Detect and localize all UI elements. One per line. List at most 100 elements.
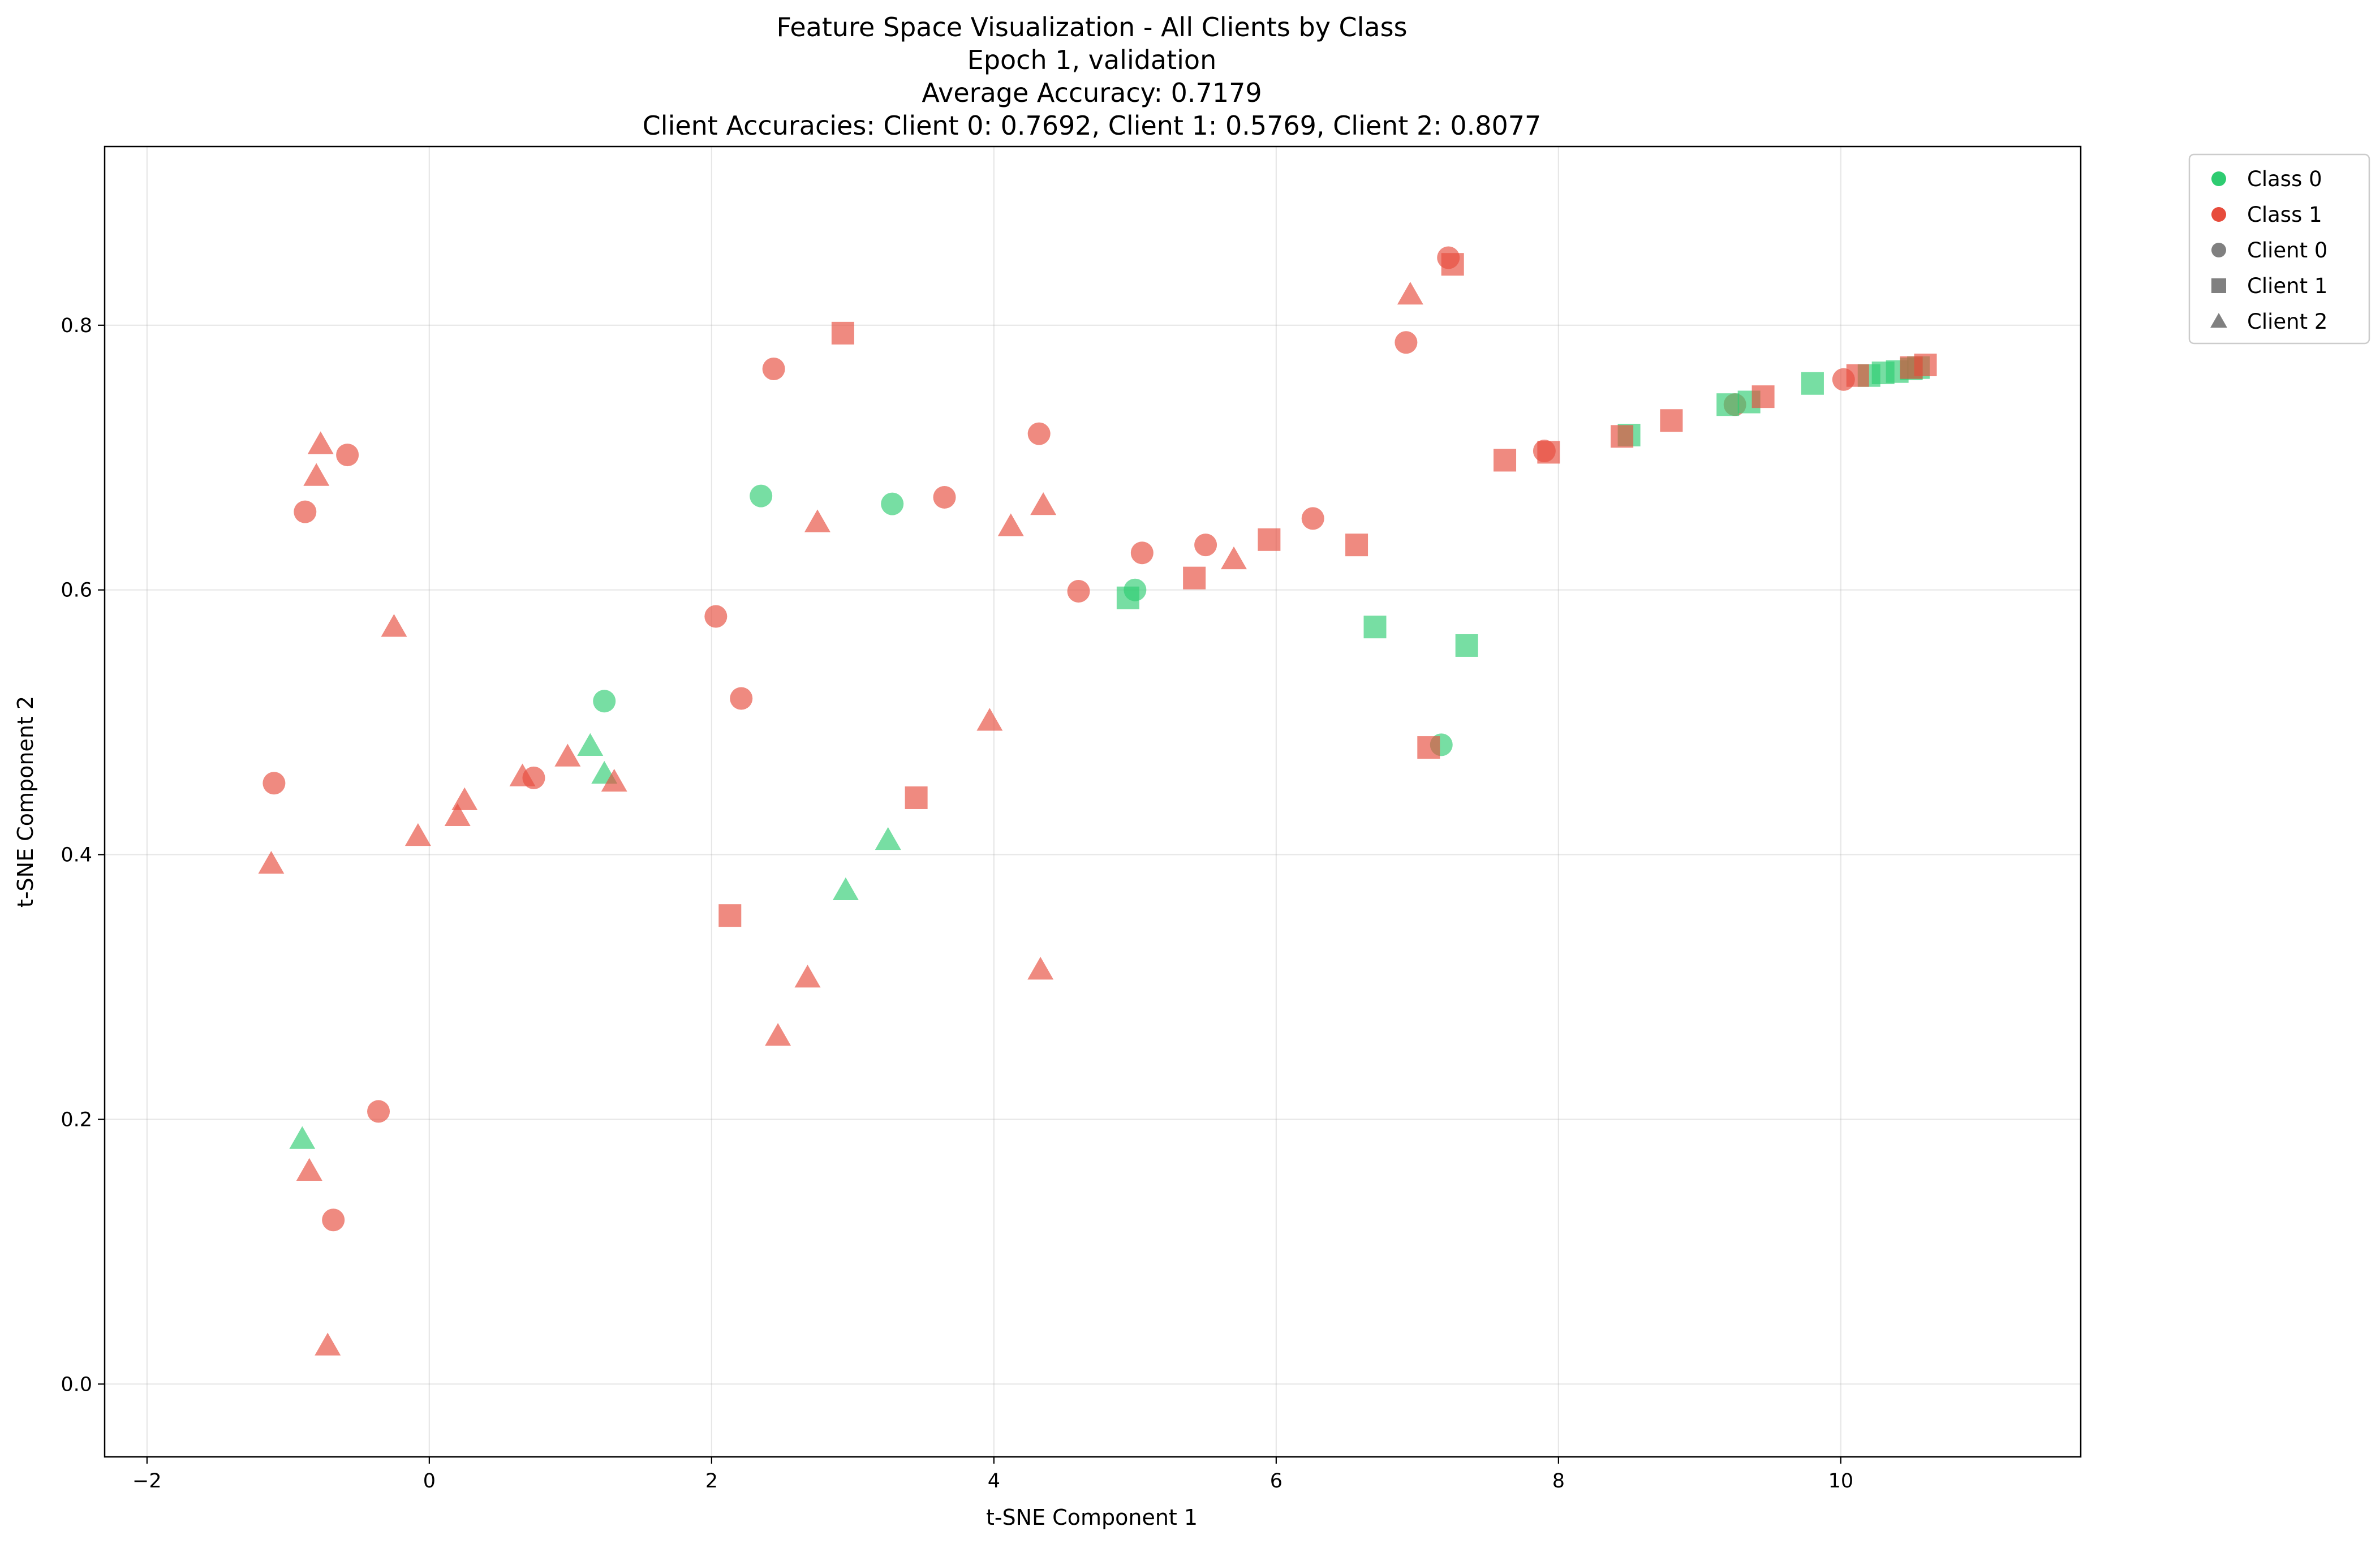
data-point-client2-class1 [303,463,330,486]
data-point-client2-class0 [832,877,859,900]
x-tick-label: 2 [705,1470,718,1493]
data-point-client0-class0 [750,484,773,508]
x-axis-label: t-SNE Component 1 [986,1505,1198,1530]
data-point-client2-class1 [601,768,627,792]
legend-label: Class 0 [2247,167,2322,191]
data-point-client2-class1 [1221,546,1247,570]
data-point-client2-class1 [444,803,471,826]
data-point-client2-class0 [289,1126,316,1149]
data-point-client0-class1 [336,444,359,467]
data-point-client2-class0 [875,827,901,850]
legend-item: Client 1 [2211,274,2327,298]
y-axis-ticks: 0.0 0.2 0.4 0.6 0.8 [61,315,105,1396]
legend-label: Client 2 [2247,309,2327,334]
data-point-client0-class1 [1067,580,1090,603]
data-point-client2-class1 [451,787,478,810]
plot-frame [104,145,2082,1458]
x-tick-label: 10 [1828,1470,1854,1493]
data-point-client1-class1 [1183,566,1206,590]
legend-frame [2188,153,2370,345]
data-point-client2-class1 [794,965,821,988]
data-point-client1-class1 [1417,736,1440,759]
data-point-client1-class0 [1455,634,1478,657]
legend-marker [2210,313,2227,328]
data-point-client2-class1 [554,743,581,767]
data-point-client2-class1 [307,431,334,454]
legend-marker [2211,207,2226,222]
y-tick-label: 0.2 [61,1108,92,1131]
data-point-client0-class1 [730,687,753,710]
data-point-client2-class1 [997,513,1024,536]
data-point-client0-class1 [367,1100,390,1123]
legend-item: Client 2 [2210,309,2327,334]
data-point-client1-class1 [1258,528,1281,551]
data-point-client1-class0 [1716,393,1740,416]
title-line-2: Epoch 1, validation [967,45,1216,75]
x-tick-label: 8 [1552,1470,1565,1493]
data-point-client0-class1 [322,1208,345,1232]
data-point-client1-class1 [831,321,854,345]
data-point-client1-class0 [1363,616,1387,639]
x-tick-label: 6 [1270,1470,1282,1493]
data-point-client1-class1 [1537,441,1560,464]
data-points [258,246,1937,1356]
legend-marker [2211,243,2226,257]
data-point-client1-class1 [718,904,742,927]
data-point-client2-class1 [404,823,431,846]
data-point-client1-class1 [1751,385,1775,408]
data-point-client1-class0 [1116,586,1139,609]
title-line-4: Client Accuracies: Client 0: 0.7692, Cli… [643,110,1542,141]
x-tick-label: 0 [423,1470,436,1493]
y-axis-label: t-SNE Component 2 [13,696,38,908]
data-point-client1-class0 [1801,372,1824,395]
data-point-client0-class1 [762,358,785,381]
legend-item: Client 0 [2211,238,2327,263]
data-point-client0-class1 [1027,422,1051,445]
data-point-client2-class1 [804,509,830,532]
data-point-client1-class1 [1441,253,1464,276]
data-point-client2-class1 [1397,282,1423,305]
data-point-client1-class1 [1611,425,1634,448]
data-point-client2-class1 [296,1158,322,1181]
x-tick-label: 4 [988,1470,1000,1493]
data-point-client2-class1 [1027,957,1054,980]
y-tick-label: 0.0 [61,1373,92,1396]
data-point-client0-class1 [294,500,317,523]
title-line-3: Average Accuracy: 0.7179 [922,78,1262,108]
legend-label: Client 0 [2247,238,2327,263]
x-axis-ticks: −2 0 2 4 6 8 10 [132,1457,1853,1493]
data-point-client2-class0 [577,733,604,756]
data-point-client0-class0 [593,690,616,713]
data-point-client2-class1 [509,763,536,786]
data-point-client0-class1 [1194,534,1217,557]
data-point-client1-class1 [905,786,928,809]
data-point-client0-class1 [1130,541,1154,565]
data-point-client0-class1 [1395,331,1418,354]
data-point-client2-class1 [315,1332,341,1356]
y-tick-label: 0.4 [61,844,92,867]
data-point-client0-class1 [704,605,728,628]
data-point-client1-class1 [1914,354,1937,376]
data-point-client2-class1 [381,614,407,637]
data-point-client0-class1 [933,485,956,509]
data-point-client0-class1 [1301,507,1324,530]
data-point-client1-class1 [1846,364,1869,387]
data-point-client1-class1 [1345,534,1368,557]
data-point-client2-class1 [258,850,285,874]
data-point-client1-class1 [1494,449,1517,472]
data-point-client1-class1 [1660,409,1683,432]
legend-marker [2211,278,2226,293]
data-point-client2-class1 [765,1023,791,1046]
data-point-client2-class1 [1030,492,1057,515]
x-tick-label: −2 [132,1470,162,1493]
data-point-client0-class1 [262,772,286,795]
title-line-1: Feature Space Visualization - All Client… [776,12,1407,42]
data-point-client0-class0 [881,492,904,515]
legend-item: Class 1 [2211,203,2322,227]
grid [105,147,2081,1457]
data-point-client2-class1 [976,708,1003,731]
legend-label: Client 1 [2247,274,2327,298]
y-tick-label: 0.8 [61,315,92,337]
legend-marker [2211,171,2226,186]
